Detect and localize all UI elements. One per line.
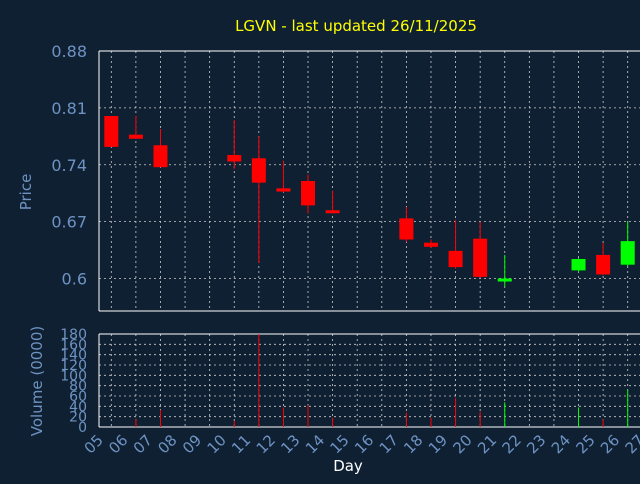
- candle-body: [620, 241, 635, 265]
- candle-body: [128, 134, 143, 139]
- candle-body: [473, 238, 488, 277]
- x-tick-label: 24: [548, 431, 574, 457]
- x-tick-label: 11: [228, 431, 254, 457]
- price-tick-label: 0.6: [62, 270, 87, 289]
- x-tick-label: 17: [376, 431, 402, 457]
- candle-body: [497, 278, 512, 282]
- candle-body: [596, 254, 611, 275]
- volume-tick-label: 80: [69, 379, 87, 395]
- x-tick-label: 16: [351, 431, 377, 457]
- price-tick-label: 0.74: [51, 156, 87, 175]
- x-tick-label: 15: [327, 431, 353, 457]
- candle-body: [153, 145, 168, 168]
- candle-body: [325, 210, 340, 214]
- volume-tick-label: 180: [60, 327, 87, 343]
- x-tick-label: 07: [130, 431, 156, 457]
- candle-body: [104, 116, 119, 147]
- x-tick-label: 25: [572, 431, 598, 457]
- volume-tick-label: 120: [60, 358, 87, 374]
- candle-body: [301, 181, 316, 206]
- candle-body: [251, 158, 266, 183]
- x-tick-label: 06: [105, 431, 131, 457]
- x-tick-label: 18: [400, 431, 426, 457]
- x-tick-label: 22: [499, 431, 525, 457]
- volume-tick-label: 160: [60, 337, 87, 353]
- volume-tick-label: 20: [69, 410, 87, 426]
- candle-body: [571, 259, 586, 271]
- x-tick-label: 10: [204, 431, 230, 457]
- candle-body: [227, 155, 242, 162]
- price-tick-label: 0.81: [51, 99, 87, 118]
- candle-body: [448, 250, 463, 268]
- price-axis-label: Price: [17, 174, 35, 211]
- x-tick-label: 26: [597, 431, 623, 457]
- x-tick-label: 08: [154, 431, 180, 457]
- x-tick-label: 19: [425, 431, 451, 457]
- volume-tick-label: 60: [69, 389, 87, 405]
- x-tick-label: 14: [302, 431, 328, 457]
- x-tick-label: 12: [253, 431, 279, 457]
- x-tick-label: 13: [277, 431, 303, 457]
- volume-tick-label: 40: [69, 399, 87, 415]
- volume-axis-label: Volume (0000): [28, 326, 46, 436]
- x-tick-label: 21: [474, 431, 500, 457]
- x-axis: 0506070809101112131415161718192021222324…: [81, 431, 640, 457]
- price-tick-label: 0.67: [51, 213, 87, 232]
- x-tick-label: 27: [622, 431, 640, 457]
- volume-tick-label: 100: [60, 368, 87, 384]
- chart-title: LGVN - last updated 26/11/2025: [235, 17, 477, 35]
- volume-tick-label: 140: [60, 348, 87, 364]
- x-tick-label: 20: [449, 431, 475, 457]
- candle-body: [276, 188, 291, 192]
- volume-tick-label: 0: [78, 420, 87, 436]
- x-tick-label: 09: [179, 431, 205, 457]
- x-axis-label: Day: [333, 457, 363, 475]
- price-tick-label: 0.88: [51, 42, 87, 61]
- candle-body: [399, 218, 414, 240]
- price-panel: 0.88 0.81 0.74 0.67 0.6: [51, 42, 640, 312]
- x-tick-label: 23: [523, 431, 549, 457]
- price-plot-area: [99, 51, 640, 311]
- candle-body: [423, 242, 438, 247]
- volume-plot-area: [99, 334, 640, 427]
